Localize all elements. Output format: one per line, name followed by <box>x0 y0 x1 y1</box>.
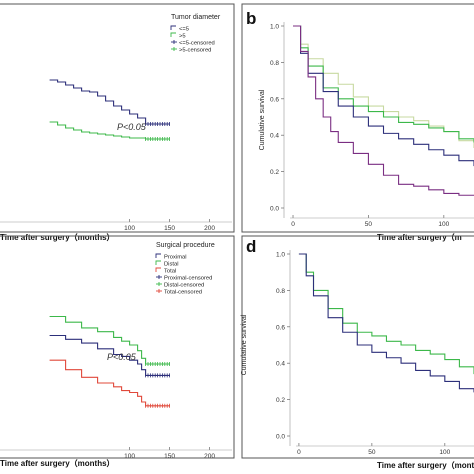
annotation-c: P<0.05 <box>107 352 137 362</box>
series-line-a-1 <box>49 121 170 140</box>
x-axis-label-a: Time after surgery（months） <box>0 232 115 242</box>
x-axis-label-d: Time after surgery（months） <box>377 460 474 470</box>
x-tick-label-d-2: 100 <box>439 449 450 456</box>
legend-label-c-3: Proximal-censored <box>164 275 212 281</box>
series-line-d-1 <box>298 253 474 393</box>
legend-label-a-1: >5 <box>179 33 186 39</box>
x-tick-label-a-2: 200 <box>204 225 215 232</box>
panel-a-frame <box>0 3 235 233</box>
legend-label-a-0: <=5 <box>179 26 189 32</box>
y-tick-label-b-3: 0.6 <box>270 96 279 103</box>
x-axis-label-c: Time after surgery（months） <box>0 458 115 468</box>
x-tick-label-c-0: 100 <box>124 453 135 460</box>
legend-label-c-0: Proximal <box>164 254 187 260</box>
legend-label-c-5: Total-censored <box>164 289 202 295</box>
panel-a: 100 150 200 Tumor diameter <=5>5<=5-censor… <box>0 3 235 242</box>
panel-c: 100 150 200 Surgical procedure ProximalDis… <box>0 235 235 468</box>
plot-d: 0 50 100 0.0 0.2 0.4 0.6 0.8 1.0 <box>276 250 474 456</box>
panel-label-d: d <box>246 237 256 256</box>
legend-symbol-c-0 <box>155 253 161 258</box>
series-line-b-2 <box>293 25 474 167</box>
legend-a: Tumor diameter <=5>5<=5-censored>5-censo… <box>170 14 221 53</box>
x-tick-label-b-1: 50 <box>365 221 373 228</box>
x-axis-label-b: Time after surgery（m <box>377 232 462 242</box>
panel-label-b: b <box>246 9 256 28</box>
panel-d-frame <box>241 235 474 459</box>
plot-b: 0 50 100 0.0 0.2 0.4 0.6 0.8 1.0 <box>270 22 474 228</box>
x-tick-label-c-2: 200 <box>204 453 215 460</box>
y-tick-label-b-2: 0.4 <box>270 133 279 140</box>
y-tick-label-d-0: 0.0 <box>276 434 285 441</box>
series-line-c-2 <box>49 359 170 407</box>
x-tick-label-a-1: 150 <box>164 225 175 232</box>
series-line-a-0 <box>49 79 170 125</box>
y-tick-label-d-5: 1.0 <box>276 252 285 259</box>
x-tick-label-c-1: 150 <box>164 453 175 460</box>
y-axis-label-b: Cumulative survival <box>259 89 266 150</box>
legend-label-c-4: Distal-censored <box>164 282 204 288</box>
x-tick-label-b-0: 0 <box>291 221 295 228</box>
plot-a: 100 150 200 <box>0 79 232 232</box>
legend-symbol-a-1 <box>170 32 176 37</box>
panel-c-frame <box>0 235 235 459</box>
panel-d: d Cumulative survival 0 50 100 0.0 0.2 0.4 0.6… <box>241 235 474 470</box>
y-tick-label-d-3: 0.6 <box>276 324 285 331</box>
legend-a-title: Tumor diameter <box>171 14 221 21</box>
x-tick-label-d-1: 50 <box>368 449 376 456</box>
series-line-b-3 <box>293 25 474 196</box>
series-line-c-1 <box>49 315 170 365</box>
y-tick-label-d-1: 0.2 <box>276 397 285 404</box>
series-line-b-1 <box>293 25 474 143</box>
legend-c-title: Surgical procedure <box>156 242 215 249</box>
series-line-c-0 <box>49 334 170 376</box>
y-tick-label-b-5: 1.0 <box>270 24 279 31</box>
y-tick-label-b-0: 0.0 <box>270 206 279 213</box>
panel-b: b Cumulative survival 0 50 100 0.0 0.2 0.4 0.6… <box>241 3 474 242</box>
legend-symbol-c-1 <box>155 260 161 265</box>
annotation-a: P<0.05 <box>117 122 147 132</box>
panel-b-frame <box>241 3 474 233</box>
legend-c: Surgical procedure ProximalDistalTotalPr… <box>155 242 215 295</box>
x-tick-label-d-0: 0 <box>297 449 301 456</box>
plot-c: 100 150 200 <box>0 315 232 460</box>
legend-label-c-1: Distal <box>164 261 179 267</box>
legend-label-a-2: <=5-censored <box>179 40 215 46</box>
legend-label-a-3: >5-censored <box>179 47 211 53</box>
x-tick-label-b-2: 100 <box>438 221 449 228</box>
series-line-d-0 <box>298 253 474 375</box>
y-tick-label-d-2: 0.4 <box>276 361 285 368</box>
y-tick-label-b-4: 0.8 <box>270 60 279 67</box>
y-tick-label-d-4: 0.8 <box>276 288 285 295</box>
legend-symbol-c-2 <box>155 267 161 272</box>
y-tick-label-b-1: 0.2 <box>270 169 279 176</box>
x-tick-label-a-0: 100 <box>124 225 135 232</box>
legend-symbol-a-0 <box>170 25 176 30</box>
legend-label-c-2: Total <box>164 268 176 274</box>
y-axis-label-d: Cumulative survival <box>241 314 248 375</box>
